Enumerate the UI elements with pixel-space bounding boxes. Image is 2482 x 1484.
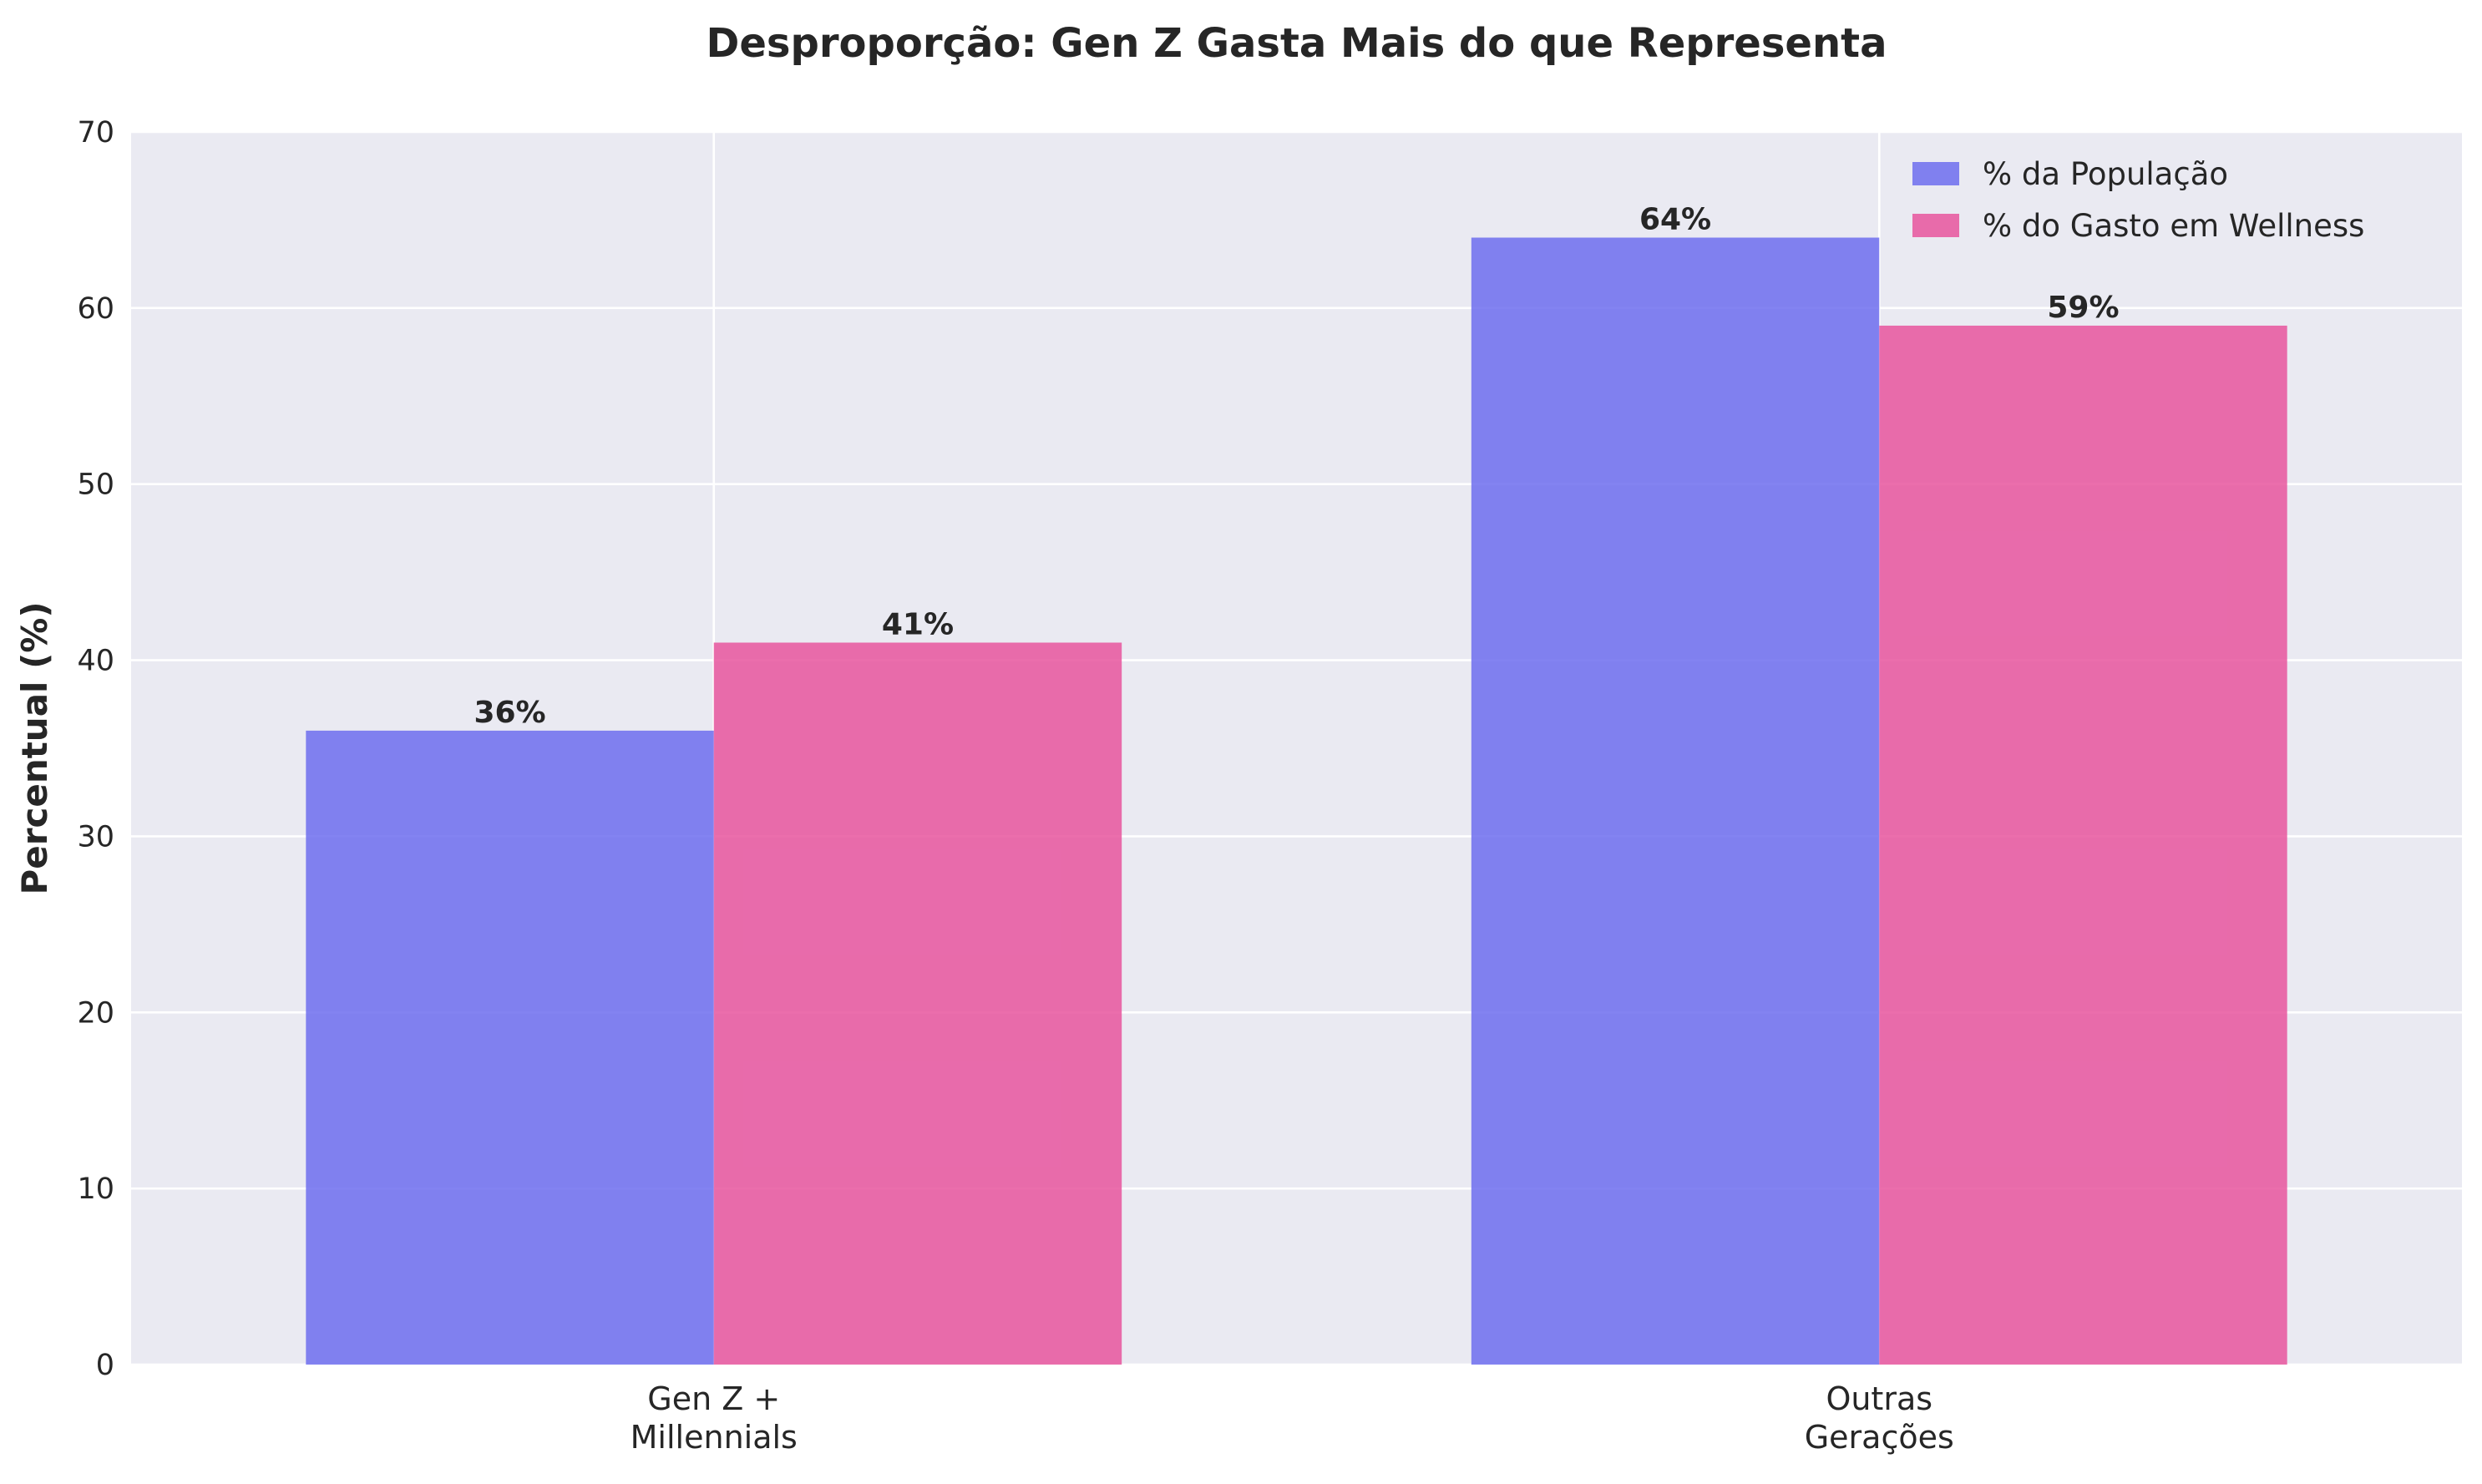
bar-value-label: 64% (1639, 203, 1711, 237)
x-tick-label: Gen Z + Millennials (631, 1380, 798, 1456)
y-tick-label: 70 (77, 116, 114, 149)
x-axis-ticks: Gen Z + Millennials Outras Gerações (631, 1380, 1954, 1456)
y-tick-label: 40 (77, 645, 114, 678)
x-tick-label-line: Gen Z + (647, 1380, 780, 1417)
y-tick-label: 0 (96, 1349, 114, 1382)
x-tick-label-line: Gerações (1805, 1419, 1954, 1456)
bar (1471, 237, 1880, 1365)
bar (1879, 325, 2287, 1365)
bars (306, 237, 2287, 1365)
chart-title: Desproporção: Gen Z Gasta Mais do que Re… (707, 20, 1887, 67)
x-tick-label-line: Outras (1826, 1380, 1932, 1417)
y-tick-label: 50 (77, 468, 114, 502)
legend-label: % da População (1983, 156, 2228, 192)
legend-swatch (1912, 162, 1959, 185)
bar-value-label: 59% (2047, 291, 2119, 325)
x-tick-label-line: Millennials (631, 1419, 798, 1456)
legend-label: % do Gasto em Wellness (1983, 208, 2364, 244)
bar-value-label: 36% (474, 696, 545, 730)
y-axis-label: Percentual (%) (14, 601, 55, 894)
y-tick-label: 30 (77, 820, 114, 853)
legend: % da População % do Gasto em Wellness (1912, 156, 2364, 244)
y-tick-label: 10 (77, 1173, 114, 1206)
bar (306, 730, 714, 1365)
y-tick-label: 20 (77, 996, 114, 1030)
x-tick-label: Outras Gerações (1805, 1380, 1954, 1456)
bar (713, 642, 1122, 1365)
bar-value-labels: 36% 64% 41% 59% (474, 203, 2119, 730)
y-tick-label: 60 (77, 292, 114, 326)
bar-value-label: 41% (882, 607, 954, 641)
legend-swatch (1912, 214, 1959, 237)
y-axis-ticks: 0 10 20 30 40 50 60 70 (77, 116, 114, 1382)
